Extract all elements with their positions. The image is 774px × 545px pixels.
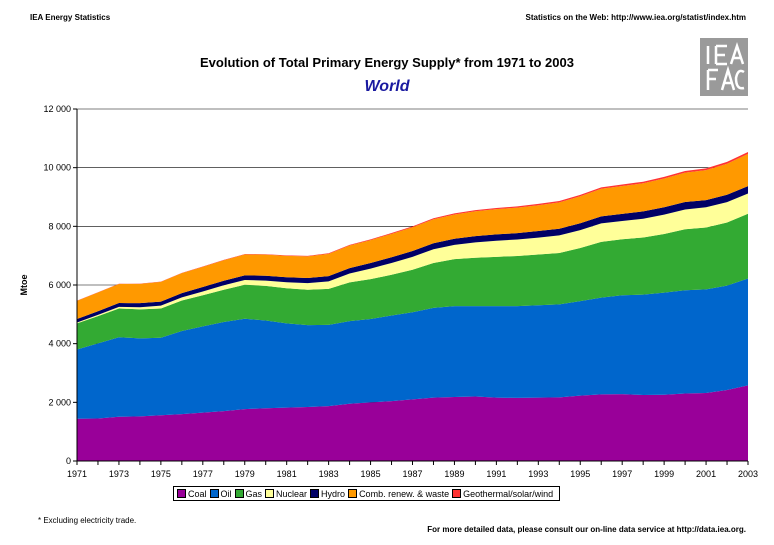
logo-lettering — [706, 42, 745, 91]
chart-legend: Coal Oil Gas Nuclear Hydro Comb. renew. & was… — [173, 486, 561, 501]
x-tick-label-1997: 1997 — [612, 469, 632, 479]
x-tick-label-1993: 1993 — [528, 469, 548, 479]
y-tick-label-6: 12 000 — [43, 104, 71, 114]
legend-label: Coal — [188, 488, 207, 499]
legend-swatch — [234, 489, 244, 498]
legend-item-comb-renew-waste: Comb. renew. & waste — [348, 489, 449, 499]
legend-swatch — [310, 489, 320, 498]
x-tick-label-2001: 2001 — [696, 469, 716, 479]
x-tick-label-1975: 1975 — [151, 469, 171, 479]
legend-item-hydro: Hydro — [310, 489, 345, 499]
y-tick-label-0: 0 — [66, 456, 71, 466]
legend-item-oil: Oil — [209, 488, 232, 499]
area-oil — [77, 278, 748, 419]
area-geothermal-solar-wind — [77, 151, 748, 301]
y-tick-label-2: 4 000 — [48, 339, 71, 349]
x-tick-label-1995: 1995 — [570, 469, 590, 479]
legend-item-gas: Gas — [234, 488, 263, 499]
x-tick-label-1989: 1989 — [444, 469, 464, 479]
y-tick-label-1: 2 000 — [48, 397, 71, 407]
x-tick-label-1977: 1977 — [193, 469, 213, 479]
legend-label: Comb. renew. & waste — [359, 488, 450, 499]
area-comb-renew-waste — [77, 153, 748, 320]
legend-swatch — [209, 489, 219, 498]
iea-logo — [700, 38, 748, 96]
legend-item-coal: Coal — [177, 489, 207, 499]
area-nuclear — [77, 193, 748, 324]
legend-label: Gas — [245, 488, 263, 499]
x-tick-label-1971: 1971 — [67, 469, 87, 479]
legend-label: Nuclear — [276, 488, 308, 499]
area-gas — [77, 213, 748, 350]
area-coal — [77, 385, 748, 461]
legend-swatch — [348, 489, 358, 498]
chart-subtitle: World — [364, 78, 410, 95]
x-tick-label-1979: 1979 — [235, 469, 255, 479]
legend-label: Hydro — [321, 488, 346, 499]
y-axis-label: Mtoe — [19, 275, 29, 296]
x-tick-label-1987: 1987 — [402, 469, 422, 479]
footnote: * Excluding electricity trade. — [38, 516, 137, 525]
data-service-link[interactable]: For more detailed data, please consult o… — [427, 525, 746, 534]
x-tick-label-1985: 1985 — [361, 469, 381, 479]
y-tick-label-5: 10 000 — [43, 163, 71, 173]
x-tick-label-1981: 1981 — [277, 469, 297, 479]
legend-item-geothermal-solar-wind: Geothermal/solar/wind — [452, 489, 553, 499]
legend-swatch — [265, 489, 275, 498]
y-tick-label-3: 6 000 — [48, 280, 71, 290]
header-left-text: IEA Energy Statistics — [30, 13, 111, 22]
header-right-text: Statistics on the Web: http://www.iea.or… — [525, 13, 746, 22]
legend-item-nuclear: Nuclear — [265, 489, 307, 499]
x-tick-label-1983: 1983 — [319, 469, 339, 479]
x-tick-label-1991: 1991 — [486, 469, 506, 479]
x-tick-label-1973: 1973 — [109, 469, 129, 479]
legend-label: Geothermal/solar/wind — [463, 488, 554, 499]
legend-label: Oil — [220, 488, 232, 499]
x-tick-label-1999: 1999 — [654, 469, 674, 479]
y-tick-label-4: 8 000 — [48, 221, 71, 231]
chart-title: Evolution of Total Primary Energy Supply… — [200, 55, 574, 70]
legend-swatch — [177, 489, 186, 498]
area-hydro — [77, 186, 748, 323]
legend-swatch — [452, 489, 462, 498]
x-tick-label-2003: 2003 — [738, 469, 758, 479]
